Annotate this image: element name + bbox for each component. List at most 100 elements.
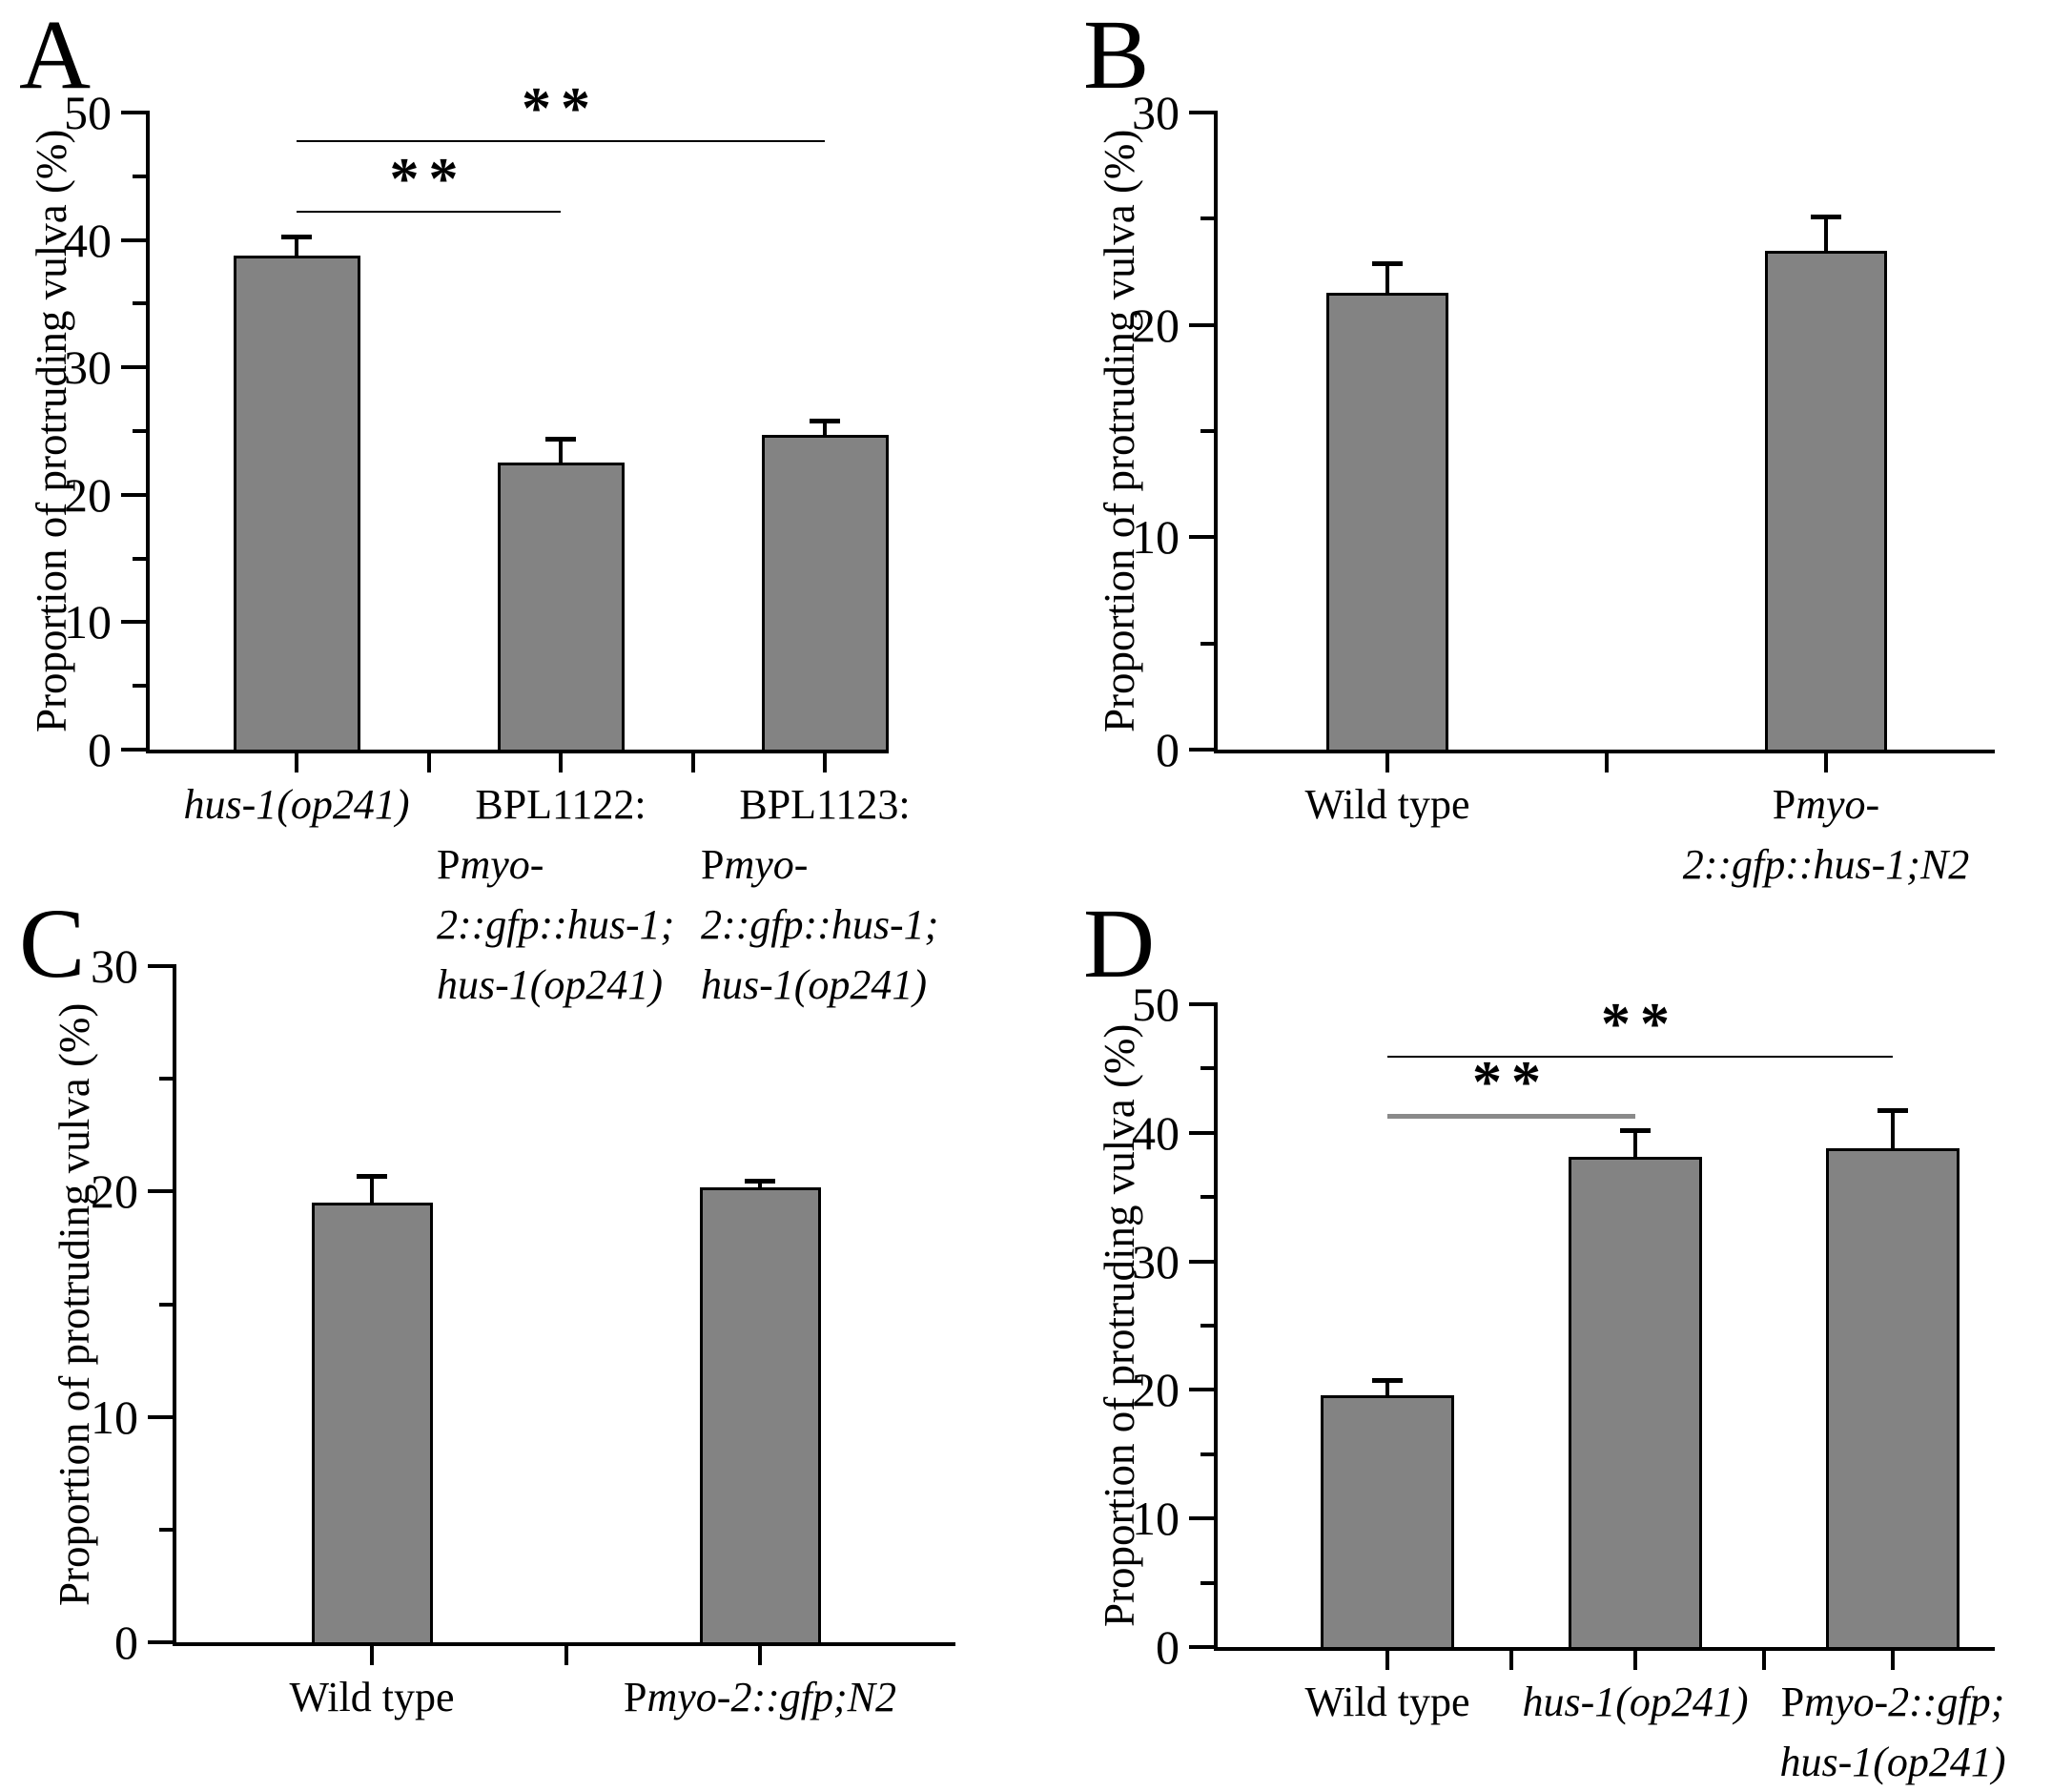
x-tick-label-line: Pmyo-2::gfp::hus-1; bbox=[672, 834, 977, 955]
error-bar-cap bbox=[1620, 1128, 1651, 1134]
x-tick bbox=[1824, 753, 1828, 772]
y-tick-label: 20 bbox=[1132, 298, 1180, 352]
y-major-tick bbox=[1189, 1002, 1214, 1006]
y-major-tick bbox=[1189, 1259, 1214, 1264]
y-minor-tick bbox=[1200, 641, 1214, 646]
genotype-text: Wild type bbox=[289, 1674, 455, 1720]
y-major-tick bbox=[1189, 1388, 1214, 1392]
significance-line bbox=[297, 140, 825, 143]
error-bar-line bbox=[295, 236, 298, 256]
x-tick-label: Pmyo-2::gfp; hus-1(op241) bbox=[1740, 1672, 2045, 1792]
error-bar-line bbox=[1824, 216, 1828, 251]
genotype-text: P bbox=[437, 841, 461, 888]
y-tick-label: 10 bbox=[1132, 1492, 1180, 1546]
bar bbox=[1321, 1394, 1454, 1650]
panel-letter-b: B bbox=[1083, 0, 1150, 110]
x-tick-label: Wild type bbox=[1235, 1672, 1540, 1732]
x-tick-label-line: Wild type bbox=[219, 1667, 524, 1727]
error-bar-cap bbox=[1811, 215, 1841, 220]
error-bar-line bbox=[823, 421, 827, 435]
x-tick-label: Wild type bbox=[219, 1667, 524, 1727]
y-major-tick bbox=[148, 1640, 173, 1644]
x-tick-label-line: BPL1123: bbox=[672, 774, 977, 834]
y-tick-label: 0 bbox=[1156, 1620, 1180, 1674]
bar bbox=[311, 1203, 433, 1645]
genotype-text-italic: myo-2::gfp::hus-1;N2 bbox=[1682, 781, 1970, 888]
y-tick-label: 20 bbox=[91, 1164, 138, 1219]
x-tick-label-line: hus-1(op241) bbox=[672, 955, 977, 1015]
y-tick-label: 40 bbox=[64, 213, 112, 267]
x-tick-label-line: Pmyo-2::gfp::hus-1; bbox=[408, 834, 713, 955]
error-bar-cap bbox=[357, 1173, 387, 1179]
x-tick-label-line: hus-1(op241) bbox=[1483, 1672, 1788, 1732]
x-tick bbox=[1385, 1651, 1389, 1670]
panel-letter-a: A bbox=[19, 0, 92, 110]
y-major-tick bbox=[121, 365, 146, 370]
bar bbox=[699, 1186, 821, 1645]
bar bbox=[1765, 250, 1887, 752]
x-tick bbox=[690, 753, 695, 772]
x-tick bbox=[758, 1646, 762, 1665]
y-major-tick bbox=[148, 1189, 173, 1194]
y-axis-line bbox=[173, 964, 176, 1646]
x-tick-label-line: Wild type bbox=[1235, 1672, 1540, 1732]
x-tick bbox=[559, 753, 563, 772]
significance-label: ** bbox=[389, 146, 468, 212]
error-bar-cap bbox=[545, 437, 576, 443]
error-bar-cap bbox=[281, 234, 312, 239]
x-tick bbox=[295, 753, 298, 772]
error-bar-cap bbox=[1878, 1107, 1908, 1113]
bar bbox=[497, 463, 625, 752]
y-major-tick bbox=[1189, 748, 1214, 752]
x-tick-label-line: hus-1(op241) bbox=[408, 955, 713, 1015]
genotype-text: Wild type bbox=[1304, 1679, 1470, 1725]
y-tick-label: 0 bbox=[1156, 723, 1180, 776]
x-tick-label: BPL1122: Pmyo-2::gfp::hus-1; hus-1(op241) bbox=[408, 774, 713, 1015]
y-minor-tick bbox=[1200, 1066, 1214, 1071]
x-tick bbox=[1509, 1651, 1513, 1670]
y-tick-label: 30 bbox=[1132, 1234, 1180, 1288]
x-tick-label-line: Pmyo-2::gfp::hus-1;N2 bbox=[1673, 774, 1979, 895]
genotype-text-italic: myo-2::gfp::hus-1; bbox=[437, 841, 675, 948]
y-major-tick bbox=[1189, 1645, 1214, 1649]
x-tick bbox=[370, 1646, 374, 1665]
y-major-tick bbox=[148, 964, 173, 968]
genotype-text-italic: myo-2::gfp; bbox=[1804, 1679, 2005, 1725]
genotype-text-italic: myo-2::gfp::hus-1; bbox=[701, 841, 939, 948]
error-bar-cap bbox=[745, 1178, 775, 1184]
genotype-text: P bbox=[701, 841, 725, 888]
y-tick-label: 0 bbox=[88, 723, 112, 776]
y-major-tick bbox=[1189, 322, 1214, 327]
y-tick-label: 50 bbox=[1132, 978, 1180, 1031]
genotype-text: Wild type bbox=[1304, 781, 1470, 828]
x-tick-label: Pmyo-2::gfp;N2 bbox=[607, 1667, 913, 1727]
genotype-text-italic: myo-2::gfp;N2 bbox=[646, 1674, 896, 1720]
x-tick-label: hus-1(op241) bbox=[144, 774, 449, 834]
y-axis-line bbox=[1214, 1002, 1218, 1651]
bar bbox=[1826, 1147, 1960, 1650]
x-tick bbox=[1891, 1651, 1895, 1670]
genotype-text-italic: hus-1(op241) bbox=[183, 781, 410, 828]
genotype-text-italic: hus-1(op241) bbox=[701, 961, 928, 1008]
error-bar-line bbox=[559, 439, 563, 463]
genotype-text: P bbox=[624, 1674, 647, 1720]
x-tick bbox=[1385, 753, 1389, 772]
y-major-tick bbox=[121, 620, 146, 625]
y-major-tick bbox=[1189, 1516, 1214, 1521]
y-minor-tick bbox=[1200, 1452, 1214, 1456]
y-minor-tick bbox=[1200, 1324, 1214, 1328]
y-tick-label: 10 bbox=[91, 1390, 138, 1444]
x-tick-label-line: Pmyo-2::gfp;N2 bbox=[607, 1667, 913, 1727]
y-minor-tick bbox=[1200, 1195, 1214, 1200]
y-major-tick bbox=[121, 492, 146, 497]
y-tick-label: 30 bbox=[91, 939, 138, 993]
x-tick bbox=[1762, 1651, 1766, 1670]
y-major-tick bbox=[121, 748, 146, 752]
x-tick bbox=[1633, 1651, 1637, 1670]
y-minor-tick bbox=[133, 174, 146, 178]
bar bbox=[233, 255, 360, 752]
